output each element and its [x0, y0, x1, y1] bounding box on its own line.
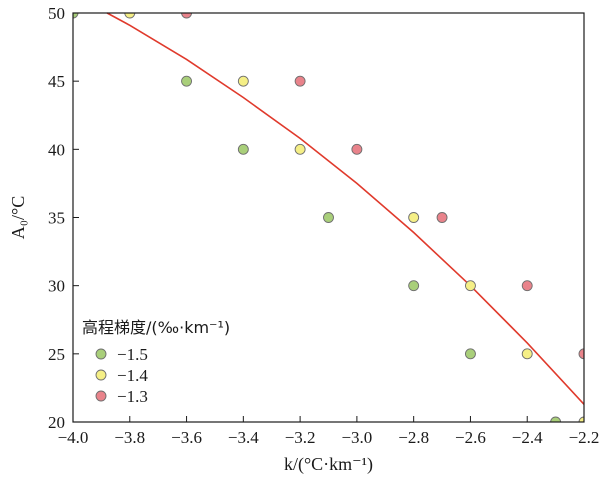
data-point-series-3 — [294, 75, 306, 87]
x-tick-label: −3.2 — [285, 428, 316, 447]
x-tick-label: −2.6 — [455, 428, 486, 447]
data-point-series-1 — [408, 280, 420, 292]
y-tick-label: 45 — [48, 72, 65, 91]
y-axis-label: A₀/°C — [8, 196, 28, 239]
data-point-series-2 — [578, 416, 584, 422]
x-tick-label: −3.8 — [114, 428, 145, 447]
data-point-series-2 — [521, 348, 533, 360]
x-tick-label: −2.8 — [398, 428, 429, 447]
legend: 高程梯度/(‰·km⁻¹) −1.5 −1.4 −1.3 — [82, 318, 230, 406]
data-point-series-1 — [237, 143, 249, 155]
x-tick-label: −3.4 — [228, 428, 259, 447]
points-layer — [73, 13, 584, 422]
y-tick-label: 40 — [48, 140, 65, 159]
data-point-series-1 — [73, 13, 79, 19]
y-tick-label: 30 — [48, 277, 65, 296]
data-point-series-2 — [408, 212, 420, 223]
legend-marker — [95, 348, 107, 360]
data-point-series-2 — [124, 13, 136, 19]
x-axis-label: k/(°C·km⁻¹) — [284, 454, 373, 475]
data-point-series-2 — [294, 143, 306, 155]
legend-entry-label: −1.5 — [117, 345, 148, 364]
fit-curve — [106, 12, 585, 405]
y-tick-label: 50 — [48, 4, 65, 23]
y-tick-label: 35 — [48, 209, 65, 228]
y-tick-label: 20 — [48, 413, 65, 432]
x-tick-label: −3.6 — [171, 428, 202, 447]
data-point-series-1 — [464, 348, 476, 360]
legend-entry-label: −1.4 — [117, 366, 148, 385]
legend-marker — [95, 369, 107, 381]
data-point-series-3 — [181, 13, 193, 19]
data-point-series-3 — [436, 212, 448, 223]
plot-frame — [72, 12, 585, 423]
legend-marker — [95, 390, 107, 402]
curve-layer — [106, 12, 585, 405]
data-point-series-2 — [464, 280, 476, 292]
data-point-series-1 — [181, 75, 193, 87]
data-point-series-3 — [578, 348, 584, 360]
x-tick-label: −4.0 — [58, 428, 89, 447]
x-tick-label: −2.4 — [512, 428, 543, 447]
legend-entry-label: −1.3 — [117, 387, 148, 406]
legend-title: 高程梯度/(‰·km⁻¹) — [82, 318, 230, 337]
legend-entries: −1.5 −1.4 −1.3 — [95, 345, 148, 406]
data-point-series-3 — [521, 280, 533, 292]
x-tick-label: −2.2 — [569, 428, 600, 447]
data-point-series-1 — [323, 212, 334, 223]
x-tick-label: −3.0 — [341, 428, 372, 447]
data-point-series-3 — [351, 143, 363, 155]
data-point-series-1 — [550, 416, 562, 422]
data-point-series-2 — [237, 75, 249, 87]
ticks-layer: −4.0 −3.8 −3.6 −3.4 −3.2 −3.0 −2.8 −2.6 −2.4 −2.2… — [48, 4, 599, 447]
y-tick-label: 25 — [48, 345, 65, 364]
